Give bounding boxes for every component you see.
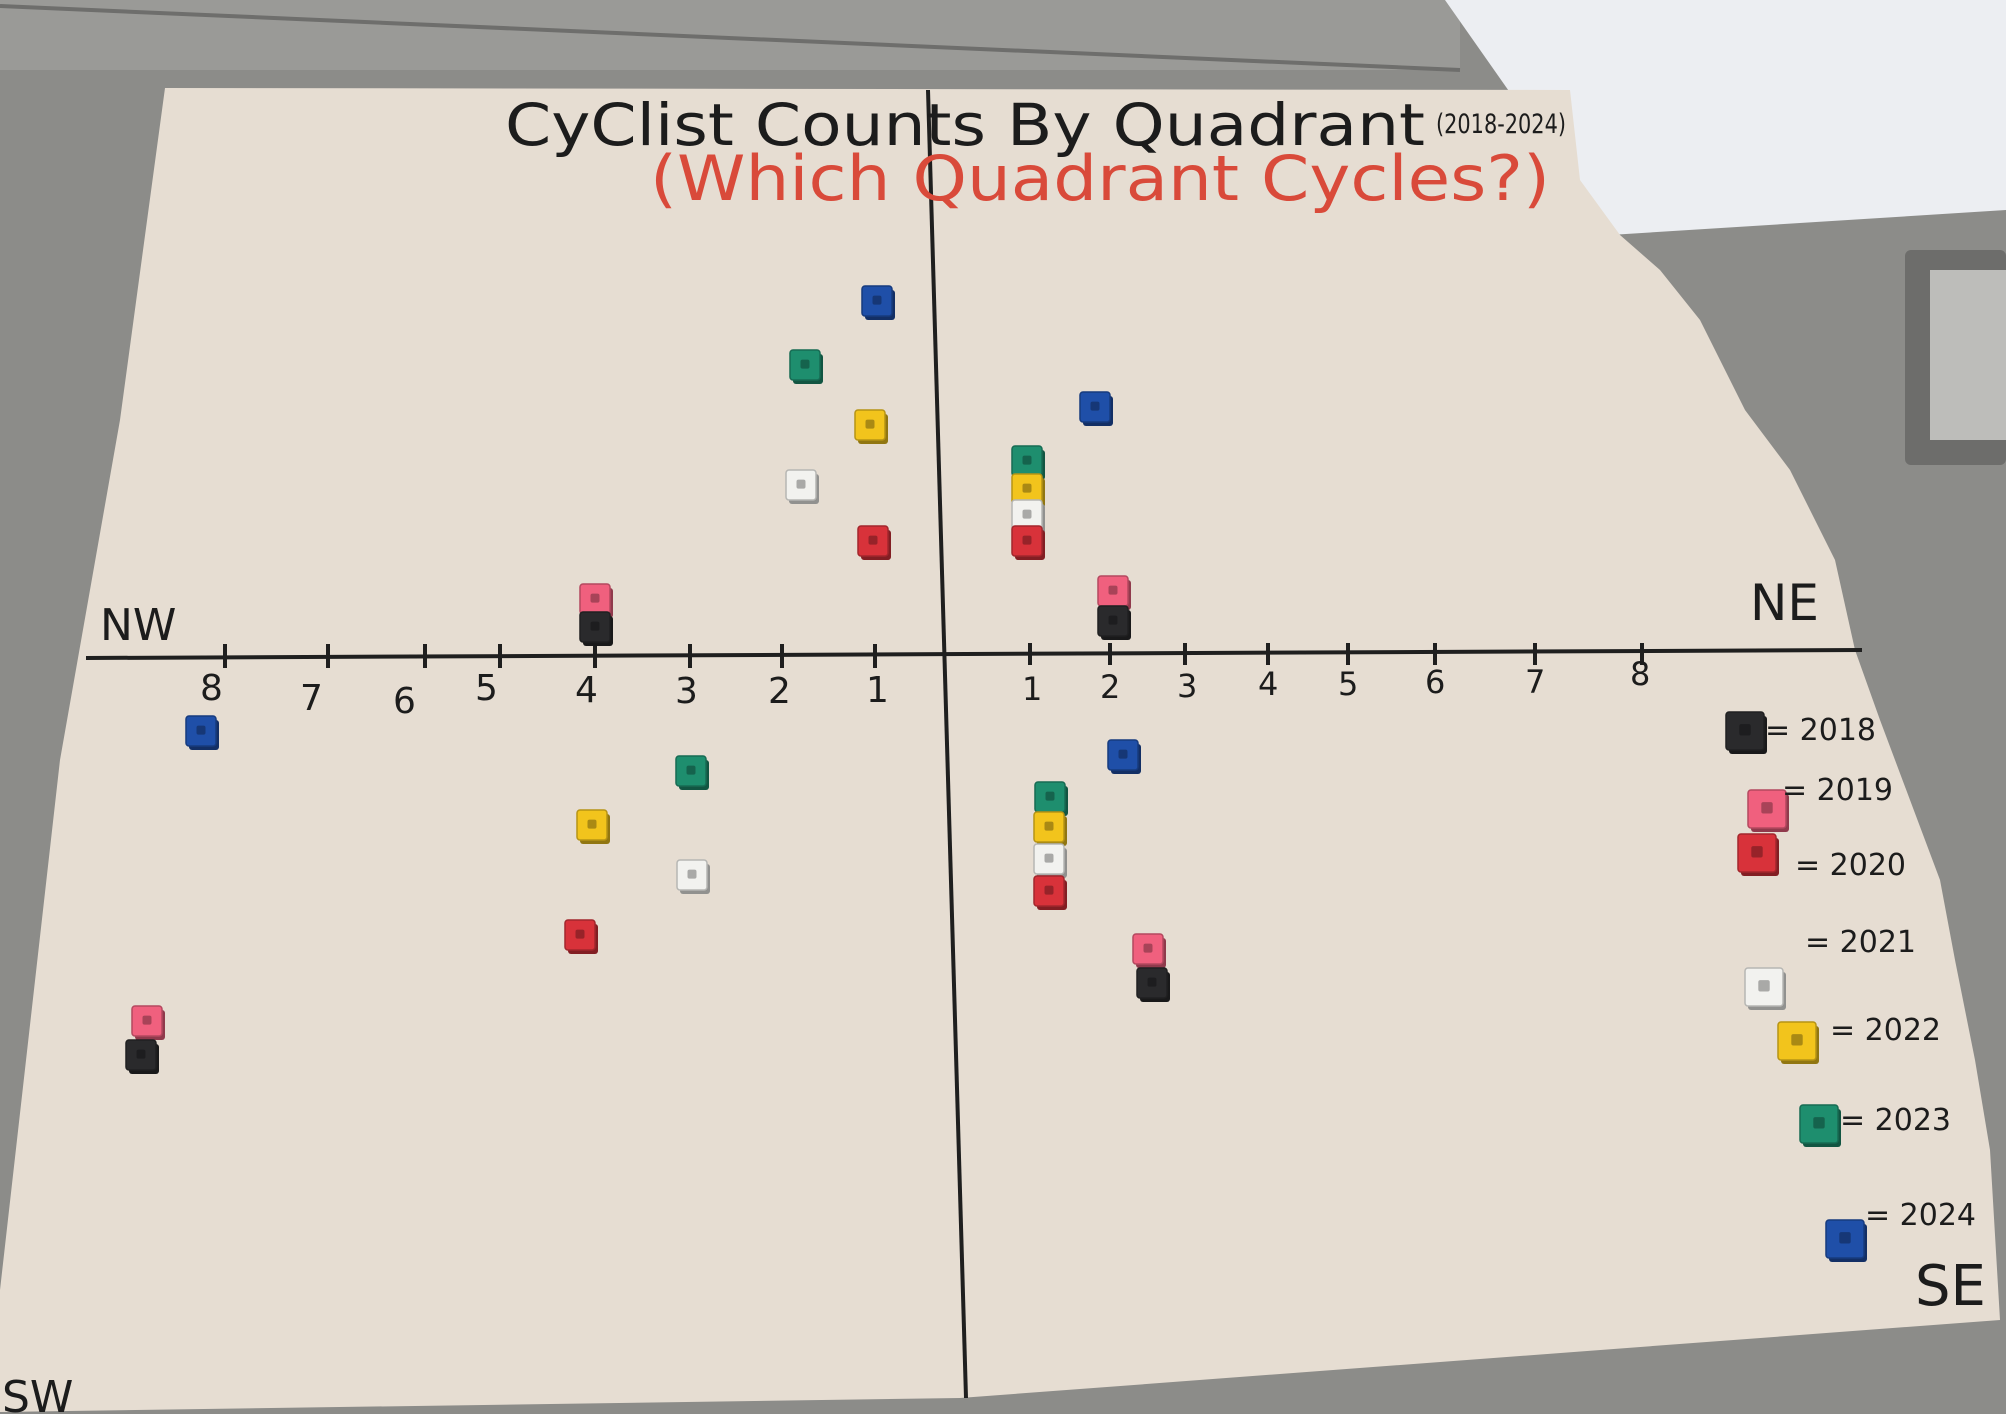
switch-plate xyxy=(1930,270,2006,440)
background-paper-sheet xyxy=(1445,0,2006,235)
tick-label-right-4: 4 xyxy=(1258,665,1278,703)
cube-9 xyxy=(854,409,888,444)
left-tick-labels: 8 7 6 5 4 3 2 1 xyxy=(200,668,889,722)
tick-label-right-8: 8 xyxy=(1630,655,1650,693)
legend-entry-2: = 2020 xyxy=(1737,833,1906,883)
cube-6 xyxy=(1097,605,1131,640)
poster-title-years: (2018-2024) xyxy=(1436,109,1566,140)
placed-cubes xyxy=(125,285,1170,1074)
cube-12 xyxy=(579,583,613,618)
cube-26 xyxy=(1132,933,1166,968)
legend-entry-4: = 2022 xyxy=(1777,1013,1941,1064)
cube-21 xyxy=(1034,781,1068,816)
tick-label-right-7: 7 xyxy=(1525,663,1545,701)
right-tick-labels: 1 2 3 4 5 6 7 8 xyxy=(1022,655,1650,708)
legend-label-3: = 2021 xyxy=(1805,925,1916,960)
cube-20 xyxy=(125,1039,159,1074)
legend-swatch-5 xyxy=(1799,1104,1841,1147)
legend-swatch-3 xyxy=(1744,967,1786,1010)
tick-label-left-5: 5 xyxy=(475,668,498,709)
cube-13 xyxy=(579,611,613,646)
cube-3 xyxy=(1011,525,1045,560)
poster-subtitle: (Which Quadrant Cycles?) xyxy=(650,142,1550,215)
tick-label-right-2: 2 xyxy=(1100,668,1120,706)
cube-14 xyxy=(185,715,219,750)
legend-swatch-6 xyxy=(1825,1219,1867,1262)
tick-label-right-6: 6 xyxy=(1425,663,1445,701)
tick-label-right-1: 1 xyxy=(1022,670,1042,708)
cube-25 xyxy=(1107,739,1141,774)
quadrant-label-se: SE xyxy=(1915,1254,1986,1319)
tick-label-left-1: 1 xyxy=(866,670,889,711)
tick-label-right-3: 3 xyxy=(1177,667,1197,705)
poster-title: CyClist Counts By Quadrant xyxy=(505,91,1425,159)
cube-18 xyxy=(564,919,598,954)
legend: = 2018 = 2019 = 2020 = 2021 = 2022 = 2023 = 20… xyxy=(1725,711,1976,1262)
cube-17 xyxy=(676,859,710,894)
tick-label-left-2: 2 xyxy=(768,671,791,712)
quadrant-label-ne: NE xyxy=(1750,574,1819,632)
legend-label-0: = 2018 xyxy=(1765,713,1876,748)
cube-4 xyxy=(1079,391,1113,426)
legend-entry-6: = 2024 xyxy=(1825,1198,1976,1262)
legend-label-6: = 2024 xyxy=(1865,1198,1976,1233)
cube-22 xyxy=(1033,811,1067,846)
cube-5 xyxy=(1097,575,1131,610)
cube-8 xyxy=(789,349,823,384)
tick-label-left-7: 7 xyxy=(300,678,323,719)
tick-marks xyxy=(223,643,1644,668)
tick-label-left-3: 3 xyxy=(675,671,698,712)
legend-label-2: = 2020 xyxy=(1795,848,1906,883)
poster-paper xyxy=(0,88,2000,1412)
legend-swatch-2 xyxy=(1737,833,1779,876)
legend-entry-1: = 2019 xyxy=(1747,773,1893,832)
table-seam xyxy=(0,4,1461,72)
legend-entry-0: = 2018 xyxy=(1725,711,1876,754)
cube-27 xyxy=(1136,967,1170,1002)
legend-entry-3: = 2021 xyxy=(1744,925,1916,1010)
x-axis xyxy=(85,648,1863,660)
legend-label-1: = 2019 xyxy=(1782,773,1893,808)
legend-swatch-1 xyxy=(1747,789,1789,832)
legend-swatch-0 xyxy=(1725,711,1767,754)
cube-16 xyxy=(576,809,610,844)
tick-label-right-5: 5 xyxy=(1338,665,1358,703)
legend-entry-5: = 2023 xyxy=(1799,1103,1951,1147)
cube-19 xyxy=(131,1005,165,1040)
legend-swatch-4 xyxy=(1777,1021,1819,1064)
cube-10 xyxy=(785,469,819,504)
y-axis xyxy=(926,89,968,1399)
cube-15 xyxy=(675,755,709,790)
cube-7 xyxy=(861,285,895,320)
cube-23 xyxy=(1033,843,1067,878)
legend-label-5: = 2023 xyxy=(1840,1103,1951,1138)
cube-24 xyxy=(1033,875,1067,910)
cube-11 xyxy=(857,525,891,560)
tick-label-left-4: 4 xyxy=(575,670,598,711)
tick-label-left-8: 8 xyxy=(200,668,223,709)
tick-label-left-6: 6 xyxy=(393,681,416,722)
quadrant-label-sw: SW xyxy=(2,1372,73,1414)
quadrant-label-nw: NW xyxy=(100,600,176,651)
legend-label-4: = 2022 xyxy=(1830,1013,1941,1048)
